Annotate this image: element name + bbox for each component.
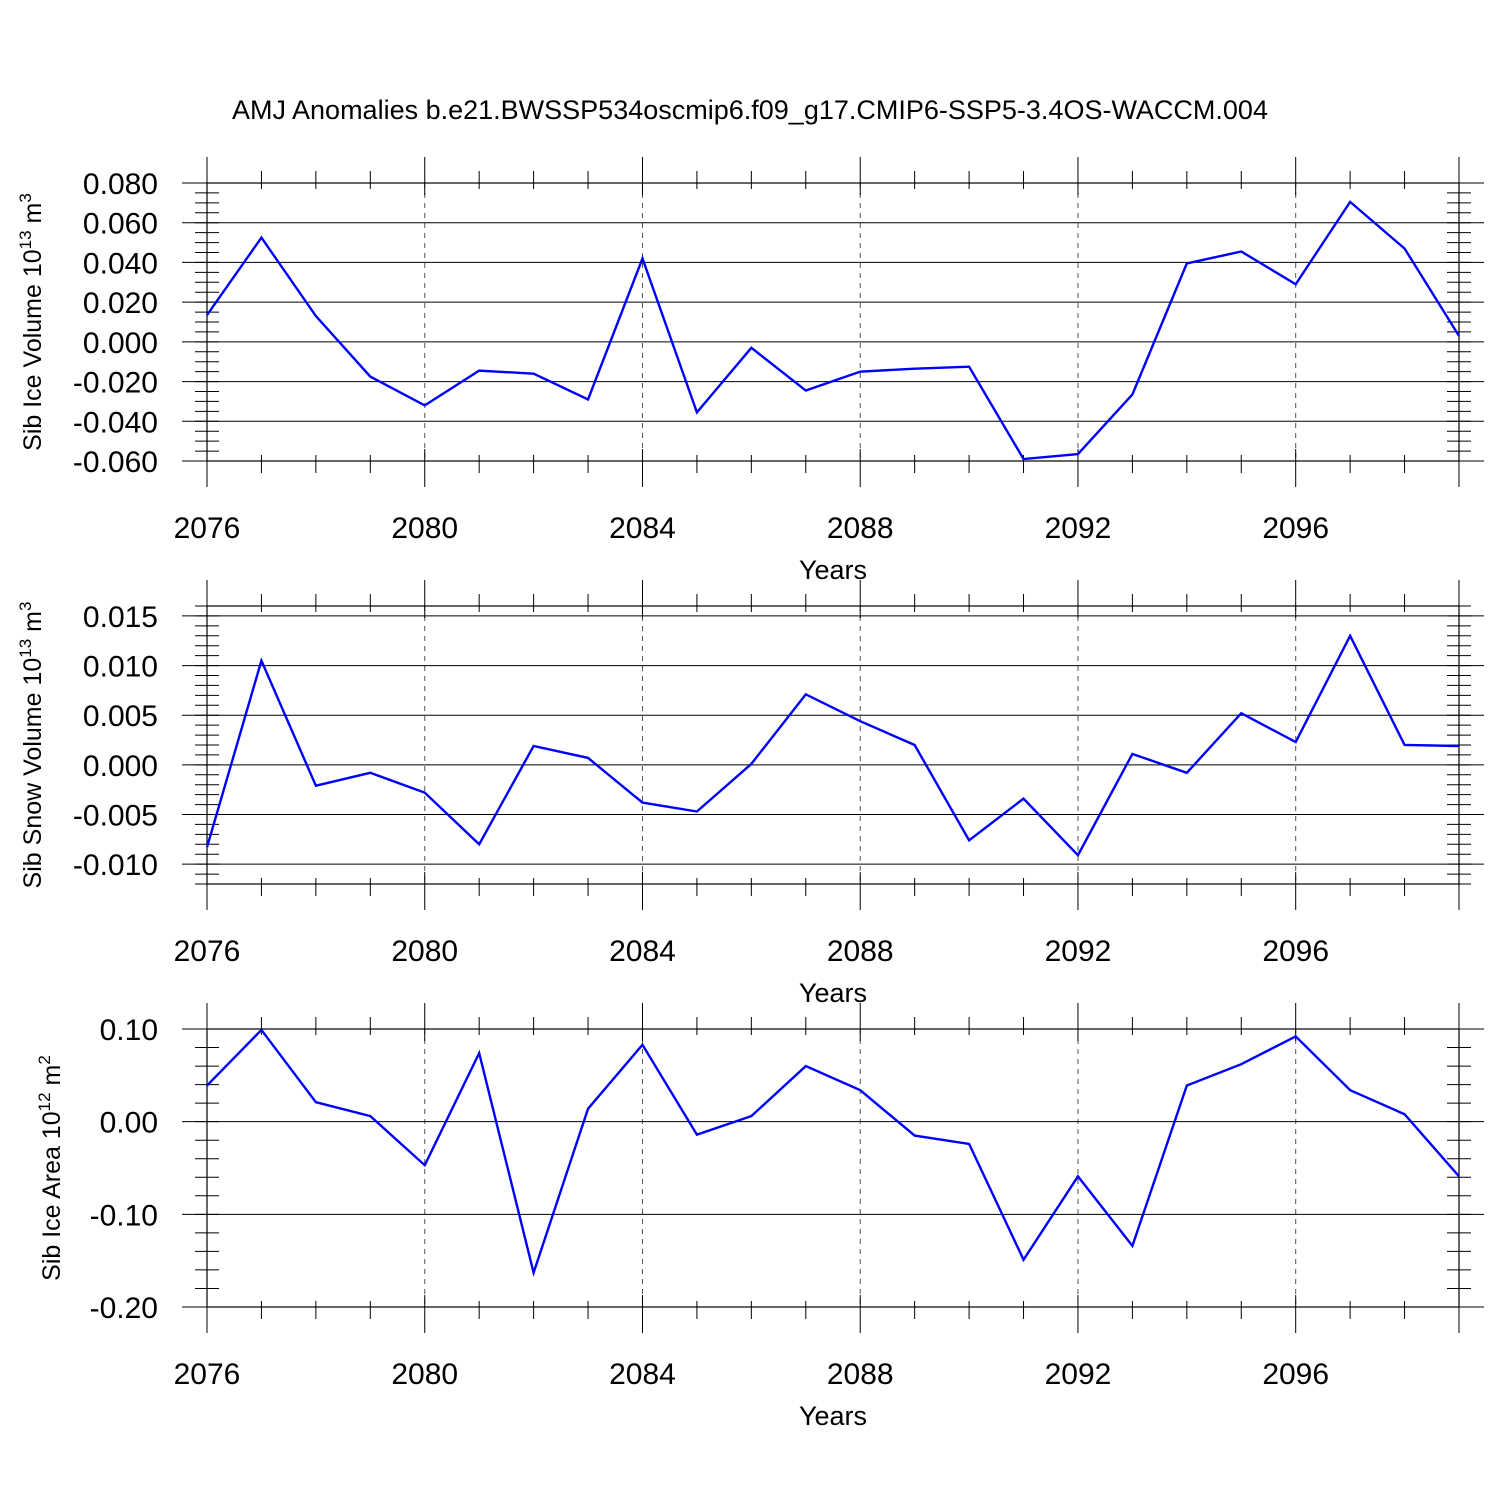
y-axis-label: Sib Ice Volume 1013 m3 bbox=[16, 193, 47, 451]
y-tick-label: 0.060 bbox=[83, 208, 158, 241]
y-tick-label: 0.020 bbox=[83, 287, 158, 320]
y-axis-label: Sib Ice Area 1012 m2 bbox=[35, 1055, 66, 1281]
y-axis-label: Sib Snow Volume 1013 m3 bbox=[16, 602, 47, 889]
y-tick-label: -0.005 bbox=[73, 800, 158, 833]
data-series-line bbox=[206, 200, 1461, 461]
x-tick-label: 2084 bbox=[609, 935, 676, 968]
y-tick-label: 0.000 bbox=[83, 750, 158, 783]
data-series-line bbox=[206, 1028, 1460, 1278]
y-tick-label: 0.10 bbox=[100, 1014, 158, 1047]
x-tick-label: 2088 bbox=[827, 512, 894, 545]
y-tick-label: 0.080 bbox=[83, 168, 158, 201]
figure-title: AMJ Anomalies b.e21.BWSSP534oscmip6.f09_… bbox=[232, 95, 1268, 125]
x-tick-label: 2076 bbox=[174, 512, 241, 545]
y-tick-label: -0.010 bbox=[73, 849, 158, 882]
x-tick-label: 2088 bbox=[827, 1358, 894, 1391]
plot-frame bbox=[206, 182, 1460, 462]
x-tick-label: 2084 bbox=[609, 512, 676, 545]
y-tick-label: 0.040 bbox=[83, 247, 158, 280]
x-tick-label: 2084 bbox=[609, 1358, 676, 1391]
y-tick-label: -0.10 bbox=[90, 1199, 158, 1232]
y-tick-label: 0.00 bbox=[100, 1107, 158, 1140]
x-tick-label: 2080 bbox=[391, 935, 458, 968]
plot-frame bbox=[206, 1028, 1460, 1308]
y-tick-label: 0.010 bbox=[83, 651, 158, 684]
y-tick-label: 0.015 bbox=[83, 601, 158, 634]
y-tick-label: -0.20 bbox=[90, 1292, 158, 1325]
y-tick-label: 0.000 bbox=[83, 327, 158, 360]
chart-panel-3: -0.20 -0.10 0.00 0.10 2076 2080 2084 2088 2092 20… bbox=[35, 1003, 1484, 1431]
x-tick-label: 2092 bbox=[1045, 935, 1112, 968]
panels: -0.060 -0.040 -0.020 0.000 0.020 0.040 0.060 0.… bbox=[16, 157, 1484, 1431]
x-axis-label: Years bbox=[799, 978, 867, 1008]
x-tick-label: 2076 bbox=[174, 1358, 241, 1391]
y-tick-label: -0.060 bbox=[73, 446, 158, 479]
plot-frame bbox=[206, 605, 1460, 885]
chart-panel-1: -0.060 -0.040 -0.020 0.000 0.020 0.040 0.060 0.… bbox=[16, 157, 1484, 585]
x-tick-label: 2096 bbox=[1262, 512, 1329, 545]
x-tick-label: 2076 bbox=[174, 935, 241, 968]
x-tick-label: 2092 bbox=[1045, 512, 1112, 545]
x-axis-label: Years bbox=[799, 1401, 867, 1431]
x-tick-label: 2096 bbox=[1262, 935, 1329, 968]
x-tick-label: 2092 bbox=[1045, 1358, 1112, 1391]
y-tick-label: 0.005 bbox=[83, 700, 158, 733]
x-tick-label: 2080 bbox=[391, 512, 458, 545]
chart-panel-2: -0.010 -0.005 0.000 0.005 0.010 0.015 2076 2080… bbox=[16, 580, 1484, 1008]
y-tick-label: -0.040 bbox=[73, 406, 158, 439]
data-series-line bbox=[205, 633, 1460, 858]
x-axis-label: Years bbox=[799, 555, 867, 585]
x-tick-label: 2096 bbox=[1262, 1358, 1329, 1391]
x-tick-label: 2088 bbox=[827, 935, 894, 968]
x-tick-label: 2080 bbox=[391, 1358, 458, 1391]
y-tick-label: -0.020 bbox=[73, 367, 158, 400]
